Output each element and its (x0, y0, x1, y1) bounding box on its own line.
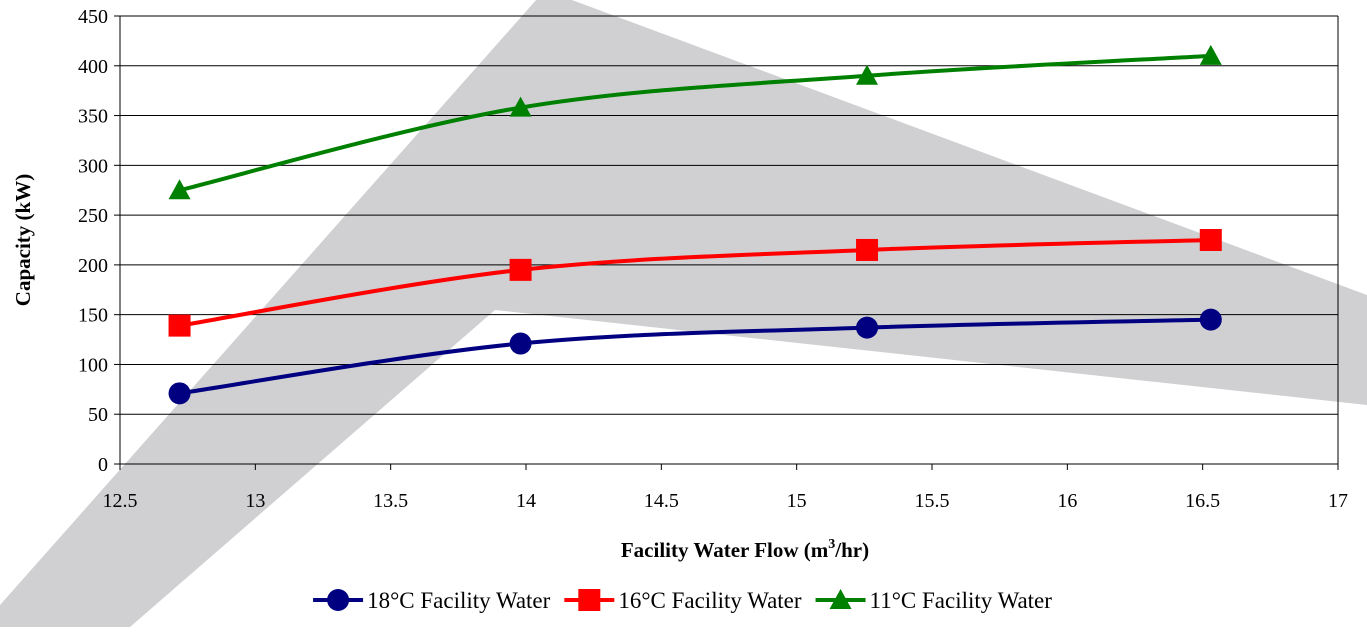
y-tick-label: 0 (98, 454, 108, 476)
y-tick-label: 250 (78, 205, 108, 227)
y-tick-label: 400 (78, 56, 108, 78)
x-tick-label: 14 (516, 490, 536, 512)
x-tick-label: 12.5 (103, 490, 138, 512)
data-point (168, 314, 191, 337)
data-point (856, 64, 879, 85)
legend-marker-swatch (327, 589, 350, 611)
series-line (179, 238, 1211, 328)
axes: 0 50 100 150 200 250 300 350 400 450 12.5 13 13.5 14 1… (78, 6, 1348, 512)
data-point (1199, 308, 1222, 331)
x-axis-title-tail: /hr) (834, 538, 869, 562)
y-tick-label: 300 (78, 155, 108, 177)
legend-item-1: 18°C Facility Water (313, 588, 551, 613)
x-tick-label: 13.5 (373, 490, 408, 512)
x-tick-label: 13 (245, 490, 265, 512)
series-layer (168, 44, 1222, 405)
legend-marker-swatch (578, 589, 601, 611)
y-tick-label: 50 (88, 404, 108, 426)
x-tick-label: 14.5 (644, 490, 679, 512)
x-tick-label: 16.5 (1185, 490, 1220, 512)
legend-label: 16°C Facility Water (618, 588, 802, 613)
x-tick-label: 15 (787, 490, 807, 512)
x-tick-label: 15.5 (915, 490, 950, 512)
data-point (856, 316, 879, 339)
data-point (168, 179, 191, 200)
legend-item-3: 11°C Facility Water (815, 588, 1053, 613)
legend: 18°C Facility Water 16°C Facility Water 11… (313, 588, 1052, 613)
data-point (856, 238, 879, 261)
legend-label: 18°C Facility Water (367, 588, 551, 613)
y-tick-label: 350 (78, 106, 108, 128)
series-line (179, 317, 1211, 396)
data-point (168, 382, 191, 405)
y-tick-label: 150 (78, 305, 108, 327)
data-point (509, 332, 532, 355)
y-tick-label: 450 (78, 6, 108, 28)
data-point (1199, 229, 1222, 251)
data-point (509, 258, 532, 281)
data-point (1199, 44, 1222, 65)
legend-label: 11°C Facility Water (870, 588, 1053, 613)
y-axis-title: Capacity (kW) (11, 174, 35, 306)
legend-item-2: 16°C Facility Water (564, 588, 802, 613)
series-1 (168, 308, 1222, 405)
x-axis-title-sup: 3 (828, 537, 835, 552)
x-axis-title-main: Facility Water Flow (m (621, 538, 829, 562)
x-axis-title: Facility Water Flow (m3/hr) (621, 537, 869, 562)
legend-marker-swatch (829, 589, 852, 609)
series-line (179, 53, 1211, 193)
series-3 (168, 44, 1222, 200)
data-point (509, 96, 532, 117)
y-tick-label: 100 (78, 354, 108, 376)
x-tick-label: 16 (1057, 490, 1077, 512)
x-tick-label: 17 (1328, 490, 1348, 512)
gridlines (120, 15, 1338, 465)
series-2 (168, 229, 1222, 337)
y-tick-label: 200 (78, 255, 108, 277)
